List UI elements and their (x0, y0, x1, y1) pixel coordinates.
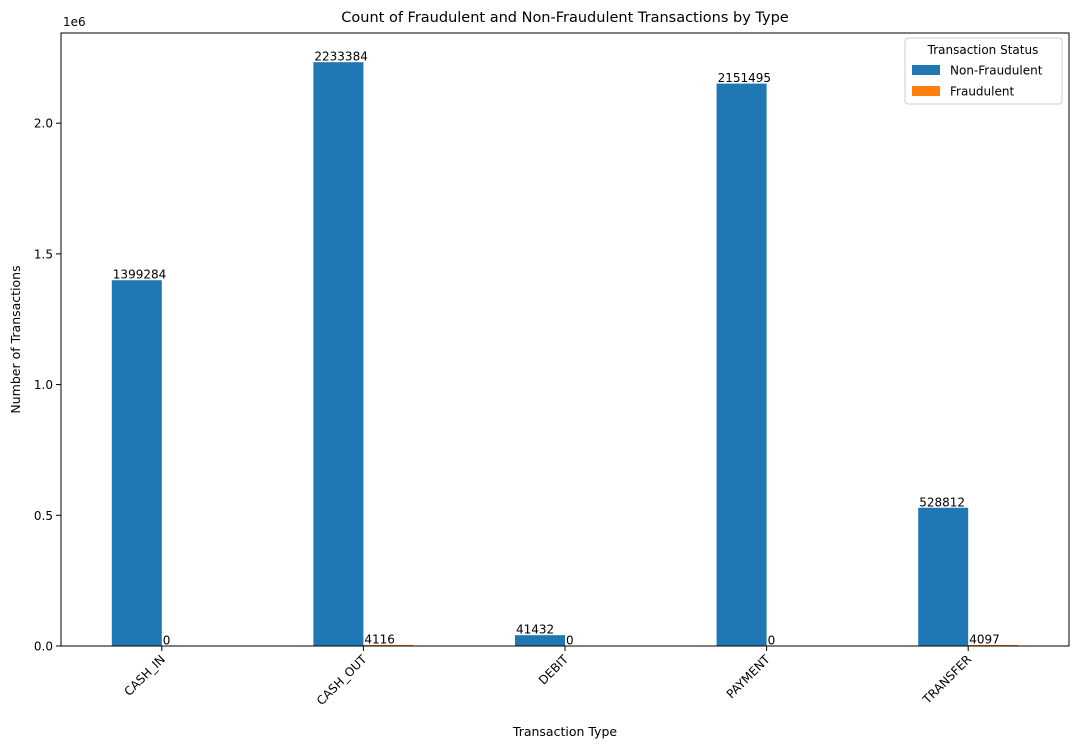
legend: Transaction Status Non-Fraudulent Fraudu… (904, 37, 1063, 105)
data-label-cash-in-fraudulent: 0 (163, 634, 171, 648)
data-label-debit-fraudulent: 0 (566, 634, 574, 648)
bar-cash-out-fraudulent (363, 644, 414, 646)
y-tick-label: 2.0 (34, 117, 53, 131)
y-tick-label: 0.0 (34, 640, 53, 654)
data-label-transfer-non-fraudulent: 528812 (919, 495, 965, 509)
bar-payment-non-fraudulent (716, 83, 767, 647)
bar-debit-non-fraudulent (515, 635, 565, 646)
x-axis-label: Transaction Type (512, 724, 618, 739)
bar-transfer-fraudulent (968, 644, 1019, 646)
legend-title: Transaction Status (927, 43, 1039, 57)
legend-label-fraudulent: Fraudulent (950, 85, 1014, 99)
y-tick-label: 1.5 (34, 247, 53, 261)
y-axis-ticks: 0.0 0.5 1.0 1.5 2.0 (34, 117, 61, 654)
bar-cash-out-non-fraudulent (313, 62, 364, 646)
data-label-cash-in-non-fraudulent: 1399284 (113, 268, 166, 282)
x-tick-label-payment: PAYMENT (724, 652, 773, 701)
bar-transfer-non-fraudulent (918, 507, 969, 646)
legend-label-non-fraudulent: Non-Fraudulent (950, 64, 1043, 78)
legend-swatch-fraudulent (912, 86, 940, 96)
x-tick-label-cash-out: CASH_OUT (314, 652, 370, 708)
data-label-cash-out-fraudulent: 4116 (364, 632, 395, 646)
data-label-cash-out-non-fraudulent: 2233384 (314, 50, 367, 64)
data-label-payment-fraudulent: 0 (768, 634, 776, 648)
y-axis-label: Number of Transactions (8, 265, 23, 413)
chart-title: Count of Fraudulent and Non-Fraudulent T… (341, 10, 788, 26)
x-axis-ticks: CASH_IN CASH_OUT DEBIT PAYMENT TRANSFER (121, 646, 974, 708)
data-label-debit-non-fraudulent: 41432 (516, 623, 554, 637)
legend-box (904, 37, 1063, 105)
y-tick-label: 1.0 (34, 378, 53, 392)
x-tick-label-debit: DEBIT (536, 652, 572, 688)
y-tick-label: 0.5 (34, 509, 53, 523)
x-tick-label-cash-in: CASH_IN (121, 652, 167, 698)
plot-area-frame (60, 32, 1070, 647)
bar-labels: 1399284 0 2233384 4116 41432 0 2151495 0 528812 4… (113, 50, 1000, 648)
bar-cash-in-non-fraudulent (111, 280, 162, 646)
data-label-payment-non-fraudulent: 2151495 (718, 71, 771, 85)
x-tick-label-transfer: TRANSFER (919, 652, 974, 707)
data-label-transfer-fraudulent: 4097 (969, 632, 1000, 646)
bars (111, 62, 1019, 647)
legend-swatch-non-fraudulent (912, 65, 940, 75)
y-scale-label: 1e6 (63, 15, 86, 29)
